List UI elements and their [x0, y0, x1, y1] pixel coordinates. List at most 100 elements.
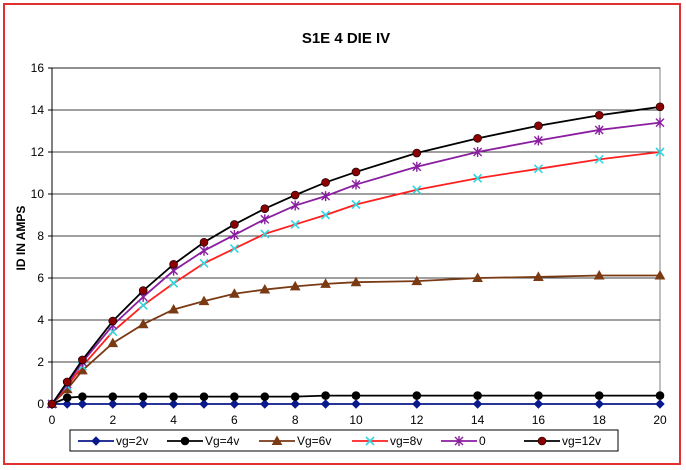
data-point — [168, 303, 179, 314]
x-tick-label: 4 — [170, 413, 177, 427]
series-6 — [47, 102, 665, 409]
x-tick-label: 6 — [231, 413, 238, 427]
data-point — [473, 391, 482, 400]
x-tick-label: 20 — [653, 413, 667, 427]
data-point — [351, 399, 361, 409]
data-point — [108, 399, 118, 409]
data-point — [260, 204, 270, 213]
legend-marker — [537, 436, 547, 446]
data-point — [138, 286, 148, 295]
data-point — [290, 392, 300, 401]
x-tick-label: 0 — [49, 413, 56, 427]
data-point — [169, 260, 178, 269]
legend-item: Vg=6v — [259, 434, 331, 448]
data-point — [229, 399, 240, 409]
data-point — [229, 229, 239, 240]
data-point — [351, 167, 361, 177]
data-point — [260, 214, 270, 225]
data-point — [655, 399, 665, 409]
data-point — [259, 284, 271, 294]
data-point — [169, 278, 179, 288]
data-point — [107, 337, 119, 348]
legend-item: vg=12v — [524, 434, 601, 448]
data-point — [199, 258, 209, 268]
data-point — [321, 191, 331, 202]
data-point — [350, 276, 362, 287]
data-point — [351, 391, 361, 400]
data-point — [655, 117, 665, 128]
data-point — [412, 391, 422, 400]
data-point — [534, 391, 543, 400]
legend-label: Vg=4v — [205, 434, 239, 448]
data-point — [138, 300, 148, 310]
data-point — [290, 219, 300, 230]
legend: vg=2v Vg=4v Vg=6v vg=8v 0 vg=12v — [69, 429, 619, 452]
data-point — [138, 392, 148, 401]
y-tick-label: 8 — [37, 229, 44, 243]
data-point — [594, 154, 604, 164]
data-point — [320, 399, 331, 409]
legend-label: vg=12v — [562, 434, 601, 448]
data-point — [137, 318, 149, 329]
data-point — [594, 391, 604, 400]
data-point — [229, 288, 240, 298]
data-point — [62, 399, 72, 409]
data-point — [77, 399, 88, 409]
data-point — [473, 173, 483, 183]
data-point — [473, 134, 482, 143]
data-point — [260, 392, 270, 401]
data-point — [168, 399, 179, 409]
data-point — [108, 316, 118, 326]
x-tick-label: 10 — [349, 413, 363, 427]
legend-item: Vg=4v — [167, 434, 239, 448]
data-point — [351, 199, 361, 210]
legend-box — [69, 429, 619, 452]
data-point — [199, 392, 209, 401]
y-tick-label: 10 — [31, 187, 45, 201]
y-tick-label: 2 — [37, 355, 44, 369]
data-point — [412, 148, 422, 158]
y-tick-label: 4 — [37, 313, 44, 327]
data-point — [533, 135, 543, 146]
plot-area: 0 2 4 6 8 10 12 14 16 0 2 4 6 8 10 12 14 16 18 20 — [31, 61, 667, 427]
data-point — [320, 278, 331, 288]
data-point — [472, 399, 483, 409]
data-point — [62, 377, 72, 387]
data-point — [472, 272, 483, 282]
x-tick-label: 18 — [593, 413, 607, 427]
x-tick-label: 16 — [532, 413, 546, 427]
legend-item: 0 — [441, 434, 486, 448]
legend-marker — [180, 436, 190, 446]
data-point — [198, 295, 210, 306]
data-point — [321, 391, 330, 400]
data-point — [321, 178, 330, 187]
data-point — [289, 280, 301, 291]
data-point — [229, 244, 239, 254]
data-point — [594, 399, 604, 409]
data-point — [411, 275, 423, 286]
data-point — [593, 269, 605, 280]
data-point — [62, 393, 72, 403]
y-axis-title-group: ID IN AMPS — [14, 206, 28, 271]
y-tick-label: 12 — [31, 145, 45, 159]
legend-marker — [91, 436, 101, 446]
data-point — [655, 102, 665, 112]
data-point — [412, 161, 422, 172]
x-tick-label: 12 — [410, 413, 424, 427]
data-point — [199, 238, 209, 247]
legend-label: vg=2v — [116, 434, 148, 448]
data-point — [199, 245, 209, 256]
data-point — [594, 124, 604, 135]
data-point — [78, 355, 87, 365]
y-tick-label: 16 — [31, 61, 45, 75]
data-point — [230, 220, 239, 229]
x-tick-label: 2 — [109, 413, 116, 427]
data-point — [260, 229, 270, 239]
data-point — [654, 269, 666, 280]
data-point — [138, 399, 148, 409]
data-point — [655, 391, 665, 400]
y-tick-label: 0 — [37, 397, 44, 411]
data-point — [260, 399, 270, 409]
y-axis-title: ID IN AMPS — [14, 206, 28, 271]
